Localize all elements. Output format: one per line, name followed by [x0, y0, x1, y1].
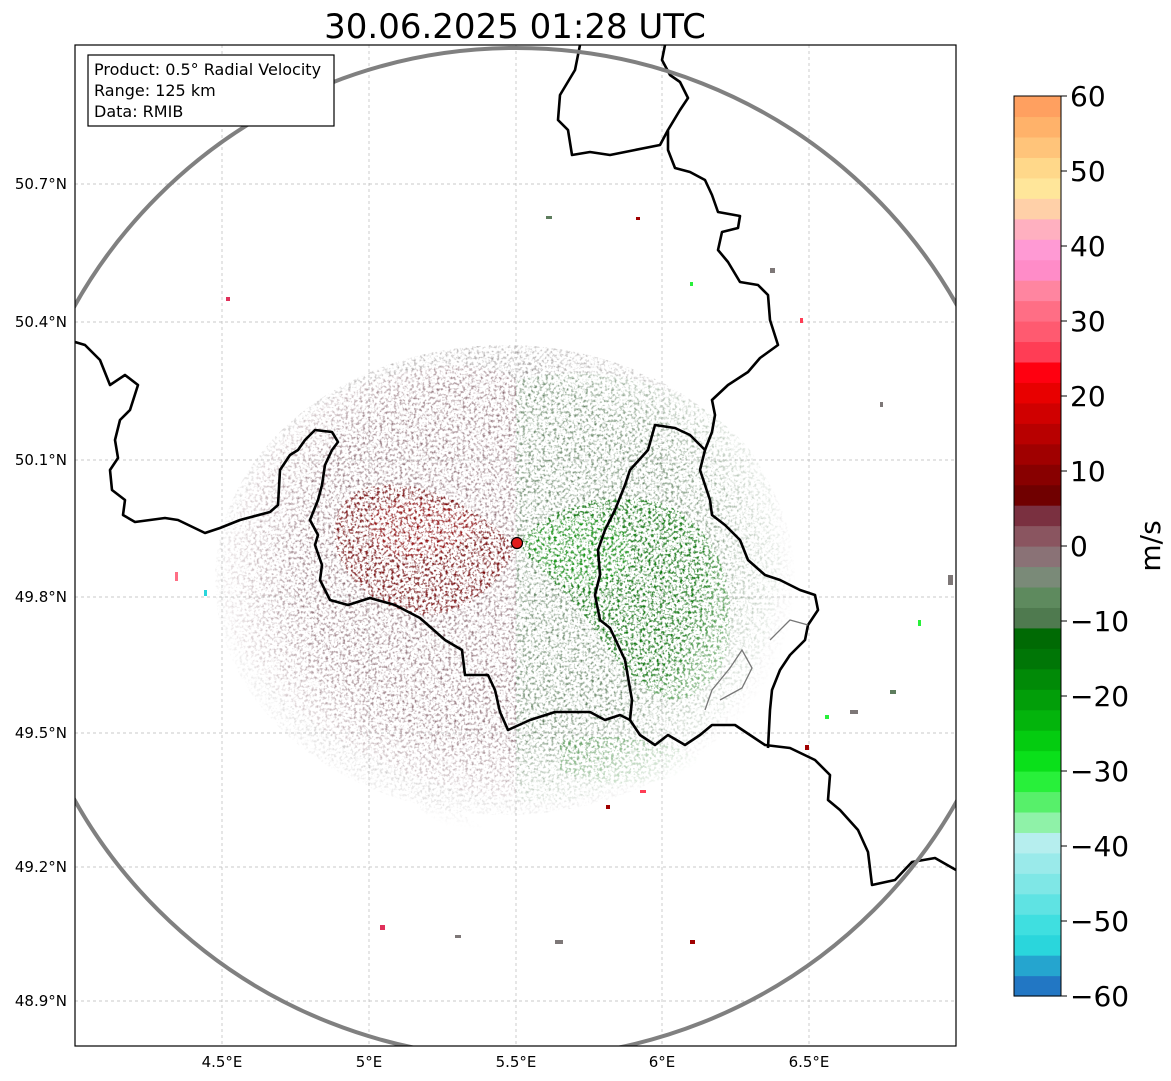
isolated-echoes: [175, 216, 953, 944]
colorbar-band: [1014, 566, 1061, 588]
info-box: Product: 0.5° Radial Velocity Range: 125…: [87, 54, 335, 127]
figure-title: 30.06.2025 01:28 UTC: [324, 7, 706, 47]
info-data-source: Data: RMIB: [94, 102, 183, 121]
colorbar-tick-label: −20: [1070, 680, 1129, 713]
colorbar-band: [1014, 136, 1061, 158]
colorbar-tick-label: 50: [1070, 155, 1106, 188]
colorbar: 60 50 40 30 20 10 0 −10 −20 −30 −40 −50 −60 m/s: [1013, 80, 1167, 1013]
colorbar-band: [1014, 464, 1061, 486]
colorbar-tick-label: −10: [1070, 605, 1129, 638]
colorbar-tick-label: 40: [1070, 230, 1106, 263]
map-frame: [74, 44, 957, 1047]
colorbar-band: [1014, 873, 1061, 895]
colorbar-band: [1014, 955, 1061, 977]
colorbar-band: [1014, 321, 1061, 343]
colorbar-tick-label: 10: [1070, 455, 1106, 488]
colorbar-band: [1014, 280, 1061, 302]
colorbar-band: [1014, 648, 1061, 670]
colorbar-band: [1014, 852, 1061, 874]
colorbar-band: [1014, 689, 1061, 711]
colorbar-band: [1014, 627, 1061, 649]
colorbar-band: [1014, 423, 1061, 445]
velocity-echoes: [215, 345, 795, 914]
colorbar-band: [1014, 218, 1061, 240]
colorbar-band: [1014, 300, 1061, 322]
colorbar-band: [1014, 484, 1061, 506]
colorbar-band: [1014, 791, 1061, 813]
colorbar-band: [1014, 157, 1061, 179]
colorbar-tick-label: 60: [1070, 80, 1106, 113]
colorbar-tick-label: 20: [1070, 380, 1106, 413]
colorbar-band: [1014, 96, 1061, 118]
colorbar-band: [1014, 586, 1061, 608]
admin-borders: [75, 45, 956, 887]
colorbar-band: [1014, 177, 1061, 199]
colorbar-band: [1014, 546, 1061, 568]
y-tick-label: 49.5°N: [15, 724, 67, 742]
radar-site-marker: [510, 536, 524, 550]
y-tick-label: 48.9°N: [15, 992, 67, 1010]
map-panel: Product: 0.5° Radial Velocity Range: 125…: [75, 45, 956, 1046]
info-product: Product: 0.5° Radial Velocity: [94, 60, 321, 79]
info-range: Range: 125 km: [94, 81, 216, 100]
x-tick-labels: 4.5°E 5°E 5.5°E 6°E 6.5°E: [202, 1053, 830, 1071]
x-tick-label: 6°E: [649, 1053, 676, 1071]
colorbar-tick-label: −30: [1070, 755, 1129, 788]
y-tick-label: 49.8°N: [15, 588, 67, 606]
y-tick-label: 50.4°N: [15, 313, 67, 331]
x-tick-label: 5°E: [356, 1053, 383, 1071]
colorbar-band: [1014, 771, 1061, 793]
colorbar-band: [1014, 402, 1061, 424]
colorbar-band: [1014, 730, 1061, 752]
range-ring: [75, 46, 956, 1046]
colorbar-band: [1014, 975, 1061, 997]
colorbar-band: [1014, 934, 1061, 956]
colorbar-band: [1014, 607, 1061, 629]
colorbar-tick-label: 0: [1070, 530, 1088, 563]
colorbar-band: [1014, 832, 1061, 854]
colorbar-band: [1014, 341, 1061, 363]
colorbar-ticks: 60 50 40 30 20 10 0 −10 −20 −30 −40 −50 −60: [1061, 80, 1129, 1013]
x-tick-label: 6.5°E: [789, 1053, 830, 1071]
colorbar-band: [1014, 259, 1061, 281]
x-tick-label: 5.5°E: [496, 1053, 537, 1071]
colorbar-band: [1014, 668, 1061, 690]
colorbar-band: [1014, 811, 1061, 833]
colorbar-band: [1014, 709, 1061, 731]
colorbar-band: [1014, 361, 1061, 383]
colorbar-tick-label: −60: [1070, 980, 1129, 1013]
colorbar-tick-label: −40: [1070, 830, 1129, 863]
colorbar-band: [1014, 443, 1061, 465]
colorbar-band: [1014, 750, 1061, 772]
colorbar-band: [1014, 116, 1061, 138]
y-tick-label: 49.2°N: [15, 858, 67, 876]
colorbar-bands: [1014, 96, 1061, 997]
colorbar-band: [1014, 239, 1061, 261]
y-tick-label: 50.1°N: [15, 451, 67, 469]
y-tick-labels: 50.7°N 50.4°N 50.1°N 49.8°N 49.5°N 49.2°…: [15, 175, 67, 1010]
colorbar-band: [1014, 893, 1061, 915]
colorbar-band: [1014, 382, 1061, 404]
colorbar-band: [1014, 505, 1061, 527]
colorbar-band: [1014, 198, 1061, 220]
colorbar-tick-label: 30: [1070, 305, 1106, 338]
colorbar-band: [1014, 525, 1061, 547]
colorbar-band: [1014, 914, 1061, 936]
x-tick-label: 4.5°E: [202, 1053, 243, 1071]
y-tick-label: 50.7°N: [15, 175, 67, 193]
colorbar-unit-label: m/s: [1134, 520, 1167, 571]
colorbar-tick-label: −50: [1070, 905, 1129, 938]
